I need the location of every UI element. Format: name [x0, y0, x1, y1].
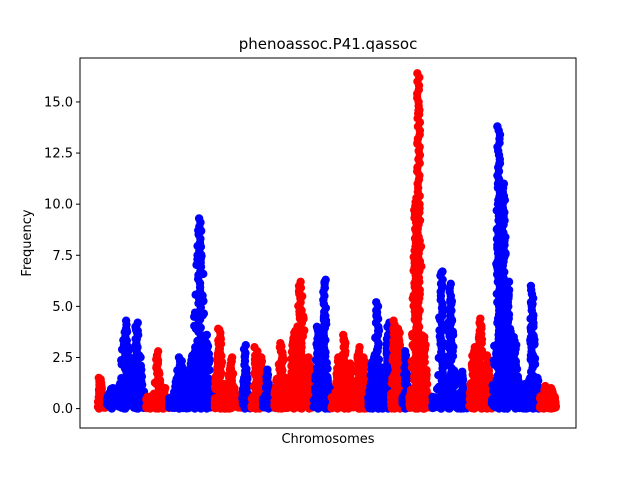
- peak-point: [121, 316, 131, 325]
- y-tick-label: 7.5: [52, 249, 73, 264]
- peak-point: [504, 277, 514, 287]
- peak-point: [499, 179, 509, 188]
- peak-point: [276, 338, 285, 348]
- peak-point: [304, 353, 313, 362]
- peak-point: [133, 318, 142, 327]
- data-point: [168, 396, 178, 405]
- peak-point: [520, 379, 530, 389]
- peak-point: [389, 316, 398, 325]
- peak-point: [296, 277, 305, 287]
- peak-point: [160, 383, 170, 393]
- peak-point: [372, 298, 381, 307]
- peak-point: [446, 279, 455, 289]
- y-tick-label: 5.0: [52, 300, 73, 315]
- peak-point: [393, 324, 403, 334]
- y-tick-label: 15.0: [44, 95, 73, 110]
- peak-point: [438, 267, 447, 276]
- peak-point: [413, 69, 422, 78]
- peak-point: [482, 351, 492, 360]
- peak-point: [194, 214, 204, 223]
- y-tick-label: 0.0: [52, 402, 73, 417]
- peak-point: [213, 324, 223, 334]
- peak-point: [458, 367, 467, 376]
- peak-point: [339, 330, 348, 340]
- peak-point: [257, 353, 266, 362]
- peak-point: [202, 330, 211, 340]
- peak-point: [493, 122, 502, 131]
- peak-point: [321, 275, 330, 284]
- data-point: [181, 403, 191, 413]
- y-tick-label: 2.5: [52, 351, 73, 366]
- peak-point: [419, 332, 429, 342]
- peak-point: [312, 322, 322, 332]
- plot-frame: [79, 57, 577, 429]
- peak-point: [241, 341, 250, 350]
- y-tick-label: 10.0: [44, 198, 73, 213]
- peak-point: [400, 347, 410, 356]
- peak-point: [94, 373, 104, 383]
- peak-point: [359, 353, 368, 362]
- y-axis: 0.0 2.5 5.0 7.5 10.0 12.5 15.0: [44, 95, 80, 417]
- peak-point: [546, 383, 556, 393]
- peak-point: [263, 365, 272, 374]
- peak-point: [227, 353, 237, 362]
- peak-point: [509, 332, 518, 342]
- peak-point: [476, 314, 485, 323]
- data-points: [93, 69, 561, 413]
- peak-point: [355, 343, 364, 352]
- peak-point: [345, 359, 355, 368]
- x-axis-label: Chromosomes: [281, 432, 374, 447]
- peak-point: [376, 363, 386, 372]
- y-axis-label: Frequency: [20, 209, 35, 276]
- peak-point: [250, 343, 259, 352]
- peak-point: [174, 353, 184, 362]
- peak-point: [153, 347, 163, 356]
- peak-point: [323, 379, 333, 389]
- chart-title: phenoassoc.P41.qassoc: [239, 35, 418, 53]
- peak-point: [533, 373, 542, 383]
- data-point: [430, 402, 439, 411]
- peak-point: [108, 383, 118, 393]
- y-tick-label: 12.5: [44, 147, 73, 162]
- peak-point: [526, 281, 536, 291]
